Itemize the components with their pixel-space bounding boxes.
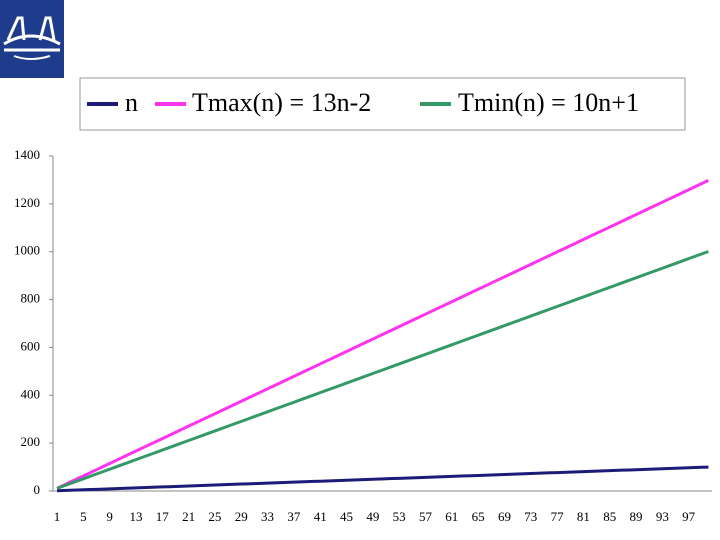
y-tick-label: 200: [21, 434, 41, 449]
series-line: [56, 179, 710, 490]
y-tick-label: 1000: [14, 243, 40, 258]
x-tick-label: 93: [656, 509, 669, 524]
y-tick-label: 1200: [14, 195, 40, 210]
x-tick-label: 53: [393, 509, 406, 524]
x-tick-label: 65: [472, 509, 485, 524]
y-tick-label: 600: [21, 338, 41, 353]
x-tick-label: 25: [208, 509, 221, 524]
y-tick-label: 800: [21, 291, 41, 306]
x-tick-label: 29: [235, 509, 248, 524]
x-tick-label: 85: [603, 509, 616, 524]
x-tick-label: 45: [340, 509, 353, 524]
series-line: [56, 465, 709, 493]
logo: [0, 0, 64, 78]
series-line: [56, 250, 709, 490]
x-tick-label: 81: [577, 509, 590, 524]
y-tick-label: 400: [21, 386, 41, 401]
x-tick-label: 9: [106, 509, 113, 524]
x-tick-label: 61: [445, 509, 458, 524]
legend-label: n: [125, 88, 138, 117]
x-tick-label: 37: [287, 509, 301, 524]
x-tick-label: 89: [630, 509, 643, 524]
x-tick-label: 5: [80, 509, 87, 524]
x-tick-label: 33: [261, 509, 274, 524]
legend-label: Tmax(n) = 13n-2: [192, 88, 371, 117]
x-tick-label: 77: [551, 509, 565, 524]
x-tick-label: 21: [182, 509, 195, 524]
x-tick-label: 1: [54, 509, 61, 524]
x-tick-label: 69: [498, 509, 511, 524]
x-tick-label: 49: [366, 509, 379, 524]
x-tick-label: 13: [129, 509, 142, 524]
x-tick-label: 73: [524, 509, 537, 524]
x-tick-label: 41: [314, 509, 327, 524]
y-tick-label: 1400: [14, 147, 40, 162]
x-tick-label: 17: [156, 509, 170, 524]
legend-label: Tmin(n) = 10n+1: [458, 88, 639, 117]
x-tick-label: 57: [419, 509, 433, 524]
x-tick-label: 97: [682, 509, 696, 524]
y-tick-label: 0: [34, 482, 41, 497]
